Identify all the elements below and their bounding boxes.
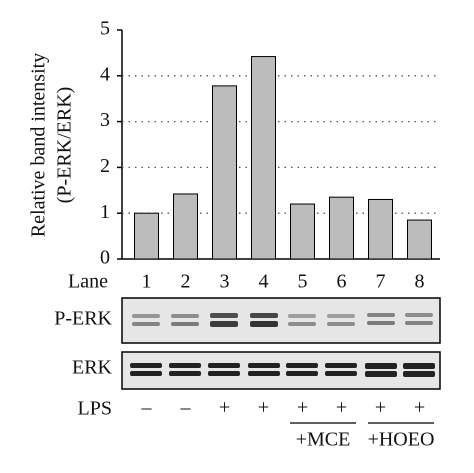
treatment-sign: + xyxy=(219,397,230,419)
treatment-sign: + xyxy=(414,397,425,419)
treatment-sign: – xyxy=(180,397,192,419)
bar xyxy=(212,85,237,260)
group-label: +HOEO xyxy=(368,429,435,451)
treatment-label: LPS xyxy=(78,398,112,420)
bar xyxy=(368,198,393,260)
treatment-sign: + xyxy=(258,397,269,419)
y-tick-label: 1 xyxy=(100,201,110,223)
x-tick-label: 7 xyxy=(376,271,386,293)
y-tick-label: 4 xyxy=(100,63,110,85)
x-tick-label: 2 xyxy=(181,271,191,293)
treatment-sign: + xyxy=(297,397,308,419)
blot xyxy=(121,351,441,390)
y-tick-label: 2 xyxy=(100,155,110,177)
bar xyxy=(251,56,276,260)
treatment-sign: + xyxy=(336,397,347,419)
blot xyxy=(121,297,441,344)
treatment-sign: – xyxy=(141,397,153,419)
blot-label: ERK xyxy=(72,357,113,379)
blot-bands xyxy=(132,313,433,327)
x-tick-label: 5 xyxy=(298,271,308,293)
bar xyxy=(290,203,315,260)
bar xyxy=(173,193,198,260)
blot-bands xyxy=(130,363,435,377)
bar xyxy=(329,196,354,260)
x-tick-label: 1 xyxy=(142,271,152,293)
x-tick-label: 3 xyxy=(220,271,230,293)
x-tick-label: 4 xyxy=(259,271,269,293)
y-axis-label: (P-ERK/ERK) xyxy=(54,87,76,204)
x-tick-label: 8 xyxy=(415,271,425,293)
treatment-sign: + xyxy=(375,397,386,419)
bar xyxy=(134,212,159,260)
y-tick-label: 0 xyxy=(100,247,110,269)
bar xyxy=(407,219,432,260)
x-axis-label: Lane xyxy=(68,271,108,293)
blot-label: P-ERK xyxy=(54,308,112,330)
y-axis-label: Relative band intensity xyxy=(28,53,50,237)
x-tick-label: 6 xyxy=(337,271,347,293)
y-tick-label: 5 xyxy=(100,18,110,40)
group-label: +MCE xyxy=(296,429,351,451)
y-tick-label: 3 xyxy=(100,109,110,131)
